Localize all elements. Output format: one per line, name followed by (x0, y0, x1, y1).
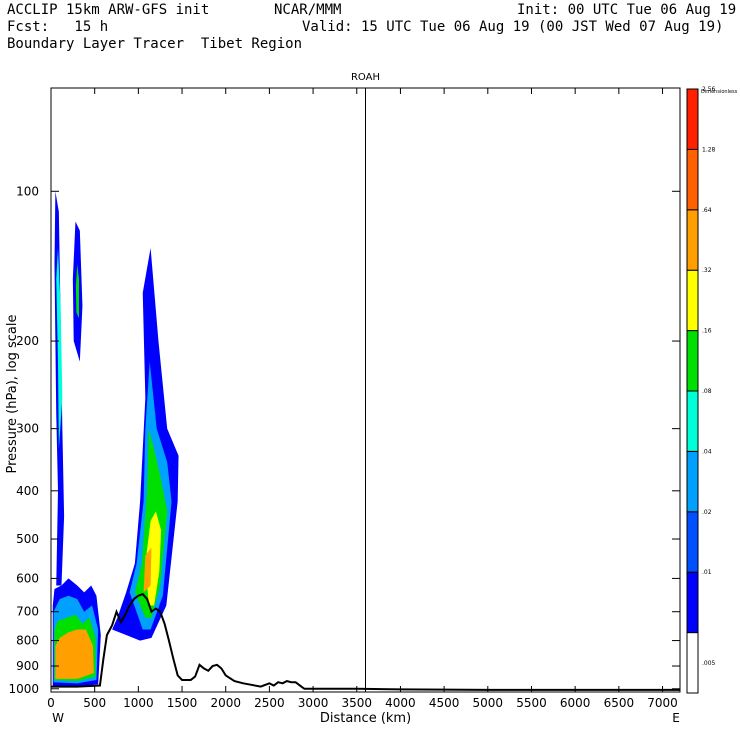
tracer-field-layer (52, 191, 179, 687)
x-axis-label: Distance (km) (320, 711, 411, 726)
y-tick-label-500: 500 (16, 532, 39, 546)
tracer-region-8 (75, 263, 79, 319)
x-tick-label-4000: 4000 (385, 696, 416, 710)
y-tick-label-300: 300 (16, 422, 39, 436)
colorbar-swatch-10 (686, 88, 699, 150)
colorbar-swatch-3 (686, 511, 699, 573)
y-tick-label-900: 900 (16, 659, 39, 673)
x-tick-label-3500: 3500 (341, 696, 372, 710)
header-center-credit: NCAR/MMM (274, 2, 342, 18)
y-tick-label-400: 400 (16, 484, 39, 498)
header-valid-time: Valid: 15 UTC Tue 06 Aug 19 (00 JST Wed … (302, 19, 724, 35)
header-init-time: Init: 00 UTC Tue 06 Aug 19 (517, 2, 737, 18)
x-tick-label-7000: 7000 (647, 696, 678, 710)
chart-title: ROAH (351, 72, 380, 83)
colorbar-swatch-5 (686, 390, 699, 452)
colorbar-label-4: .04 (702, 448, 712, 455)
colorbar-swatch-9 (686, 148, 699, 211)
x-tick-label-6500: 6500 (604, 696, 635, 710)
x-axis-ticks: 0 500 1000 1500 2000 2500 3000 3500 4000 4500 5000… (47, 88, 678, 710)
x-tick-label-5000: 5000 (473, 696, 504, 710)
colorbar-label-1: .005 (702, 660, 716, 667)
colorbar-label-7: .32 (702, 267, 712, 274)
colorbar-swatch-6 (686, 330, 699, 392)
colorbar-swatch-7 (686, 269, 699, 332)
colorbar-swatch-8 (686, 209, 699, 271)
tracer-region-4 (55, 629, 94, 679)
colorbar-swatch-1 (686, 632, 699, 694)
y-tick-label-600: 600 (16, 571, 39, 585)
header-title-left: ACCLIP 15km ARW-GFS init (7, 2, 210, 18)
y-axis-label: Pressure (hPa), log scale (5, 315, 20, 474)
x-tick-label-3000: 3000 (298, 696, 329, 710)
colorbar-label-2: .01 (702, 569, 712, 576)
y-tick-label-100: 100 (16, 184, 39, 198)
x-tick-label-1000: 1000 (123, 696, 154, 710)
x-tick-label-2500: 2500 (254, 696, 285, 710)
x-axis-east-label: E (672, 711, 680, 725)
x-tick-label-500: 500 (83, 696, 106, 710)
x-axis-west-label: W (52, 711, 64, 725)
y-axis-ticks: 100 200 300 400 500 600 700 800 900 1000 (8, 184, 680, 696)
tracer-region-13 (143, 547, 152, 593)
colorbar-label-5: .08 (702, 388, 712, 395)
colorbar-label-9: 1.28 (702, 146, 716, 153)
colorbar-unit-label: Dimensionless (701, 89, 738, 95)
colorbar-swatch-2 (686, 571, 699, 634)
y-tick-label-800: 800 (16, 634, 39, 648)
header-forecast-hour: Fcst: 15 h (7, 19, 109, 35)
y-tick-label-1000: 1000 (8, 682, 39, 696)
y-tick-label-700: 700 (16, 605, 39, 619)
y-tick-label-200: 200 (16, 334, 39, 348)
terrain-line (51, 592, 680, 691)
tracer-region-6 (56, 247, 63, 450)
colorbar-label-6: .16 (702, 328, 712, 335)
x-tick-label-6000: 6000 (560, 696, 591, 710)
colorbar-label-3: .02 (702, 509, 712, 516)
colorbar: .005 .01 .02 .04 .08 .16 .32 .64 1.28 2.56Dimensi… (686, 86, 738, 694)
x-tick-label-2000: 2000 (210, 696, 241, 710)
x-tick-label-5500: 5500 (516, 696, 547, 710)
x-tick-label-0: 0 (47, 696, 55, 710)
colorbar-label-10: 2.56 (702, 86, 716, 93)
colorbar-swatch-4 (686, 450, 699, 513)
colorbar-label-8: .64 (702, 207, 712, 214)
header-field-name: Boundary Layer Tracer Tibet Region (7, 36, 303, 52)
x-tick-label-4500: 4500 (429, 696, 460, 710)
x-tick-label-1500: 1500 (167, 696, 198, 710)
